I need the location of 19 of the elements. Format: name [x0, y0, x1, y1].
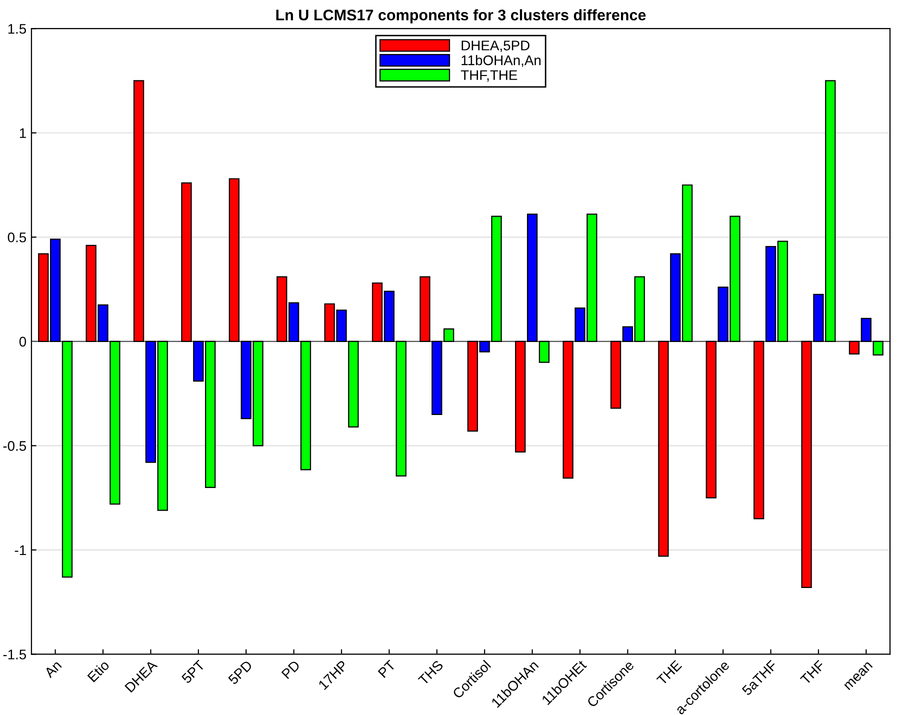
x-tick-label: PT — [378, 660, 396, 678]
x-tick-label: PD — [281, 660, 300, 680]
legend-label: THF,THE — [460, 70, 518, 82]
chart-title: Ln U LCMS17 components for 3 clusters difference — [276, 9, 646, 24]
y-tick-label: -1.5 — [3, 650, 26, 660]
legend-label: 11bOHAn,An — [462, 55, 541, 67]
y-tick-label: 0 — [19, 336, 26, 347]
x-tick-label: An — [44, 660, 62, 678]
y-tick-label: -0.5 — [3, 441, 26, 451]
y-tick-label: -1 — [14, 545, 26, 555]
x-tick-label: 5PD — [228, 660, 253, 686]
y-tick-label: 0.5 — [8, 232, 26, 242]
x-tick-label: 5PT — [181, 660, 206, 684]
legend-label: DHEA,5PD — [462, 40, 530, 52]
x-tick-label: THS — [418, 660, 444, 686]
x-tick-label: Etio — [86, 660, 110, 682]
y-tick-label: 1 — [20, 128, 26, 138]
y-tick-label: 1.5 — [8, 24, 26, 34]
x-tick-label: THF — [800, 660, 826, 686]
